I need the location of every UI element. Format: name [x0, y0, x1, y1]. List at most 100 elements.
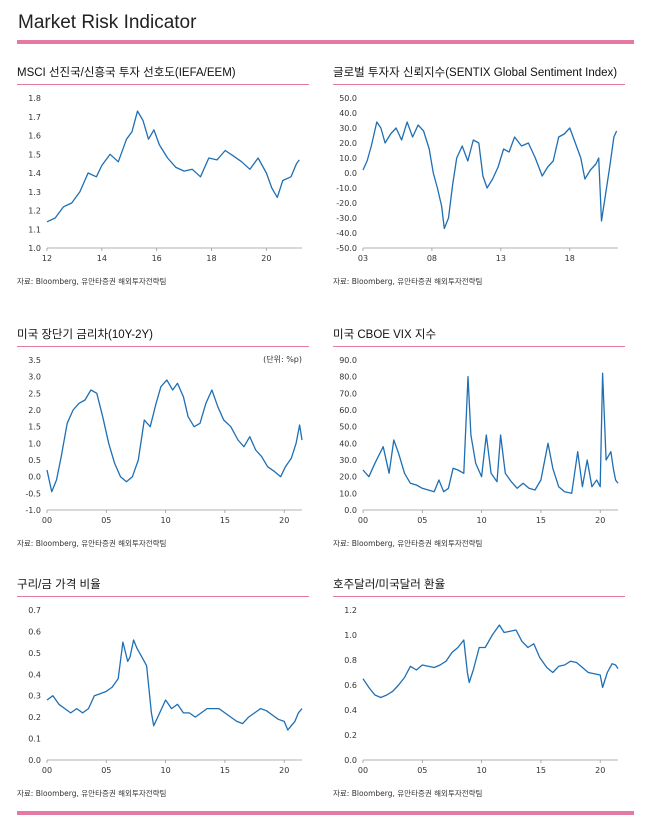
x-tick-label: 20	[595, 516, 605, 525]
y-tick-label: 50.0	[339, 423, 357, 432]
y-tick-label: 0.2	[344, 731, 357, 740]
x-tick-label: 10	[477, 516, 487, 525]
y-tick-label: 0.0	[344, 169, 357, 178]
y-tick-label: 0.4	[28, 670, 41, 679]
x-tick-label: 15	[220, 516, 230, 525]
panel-audusd: 호주달러/미국달러 환율 1.2 1.0 0.8 0.6 0.4 0.2 0.0 00 05 10…	[333, 576, 625, 816]
y-tick-label: 0.5	[28, 456, 41, 465]
y-tick-label: -20.0	[336, 199, 357, 208]
panel-title: 글로벌 투자자 신뢰지수(SENTIX Global Sentiment Ind…	[333, 67, 618, 79]
panel-vix: 미국 CBOE VIX 지수 90.0 80.0 70.0 60.0 50.0 40.0 3…	[333, 326, 625, 566]
x-tick-label: 05	[417, 766, 427, 775]
unit-label: (단위: %p)	[263, 354, 302, 364]
y-tick-label: 3.0	[28, 373, 41, 382]
x-tick-label: 18	[206, 254, 216, 263]
panel-title: 미국 장단기 금리차(10Y-2Y)	[17, 329, 153, 341]
y-tick-label: -40.0	[336, 229, 357, 238]
y-tick-label: -50.0	[336, 244, 357, 253]
y-tick-label: 1.4	[28, 169, 41, 178]
x-tick-label: 18	[565, 254, 575, 263]
x-tick-label: 00	[358, 516, 368, 525]
panel-title: MSCI 선진국/신흥국 투자 선호도(IEFA/EEM)	[17, 67, 236, 79]
y-tick-label: 0.8	[344, 656, 357, 665]
panel-title: 미국 CBOE VIX 지수	[333, 329, 437, 341]
x-tick-label: 13	[496, 254, 506, 263]
chart-yield-spread: 3.5 3.0 2.5 2.0 1.5 1.0 0.5 0.0 -0.5 -1.000 05 10 15…	[25, 354, 303, 525]
x-tick-label: 05	[417, 516, 427, 525]
y-tick-label: 1.2	[344, 606, 357, 615]
chart-iefa-eem: 1.0 1.1 1.2 1.3 1.4 1.5 1.6 1.7 1.8 12 14 16 18 20	[28, 94, 302, 263]
y-tick-label: 0.2	[28, 713, 41, 722]
x-tick-label: 20	[261, 254, 271, 263]
y-tick-label: 0.5	[28, 649, 41, 658]
series-line	[46, 639, 303, 731]
y-tick-label: 1.0	[28, 439, 41, 448]
source-note: 자료: Bloomberg, 유안타증권 해외투자전략팀	[333, 539, 483, 548]
panel-title-rule	[333, 84, 625, 85]
x-tick-label: 10	[161, 516, 171, 525]
y-tick-label: 2.0	[28, 406, 41, 415]
series-line	[46, 110, 300, 223]
series-line	[362, 372, 619, 494]
panel-title-rule	[333, 346, 625, 347]
y-tick-label: 1.8	[28, 94, 41, 103]
y-tick-label: 3.5	[28, 356, 41, 365]
x-tick-label: 00	[42, 516, 52, 525]
y-tick-label: 10.0	[339, 489, 357, 498]
source-note: 자료: Bloomberg, 유안타증권 해외투자전략팀	[17, 277, 167, 286]
series-line	[362, 624, 619, 699]
y-tick-label: 0.3	[28, 692, 41, 701]
panel-title: 호주달러/미국달러 환율	[333, 579, 446, 591]
y-tick-label: 1.2	[28, 207, 41, 216]
page-title: Market Risk Indicator	[18, 12, 197, 33]
y-tick-label: 1.0	[344, 631, 357, 640]
y-tick-label: 1.6	[28, 132, 41, 141]
y-tick-label: 90.0	[339, 356, 357, 365]
y-tick-label: 30.0	[339, 124, 357, 133]
x-tick-label: 05	[101, 516, 111, 525]
y-tick-label: 30.0	[339, 456, 357, 465]
x-tick-label: 20	[595, 766, 605, 775]
panel-title-rule	[333, 596, 625, 597]
x-tick-label: 20	[279, 516, 289, 525]
y-tick-label: 0.0	[344, 756, 357, 765]
y-tick-label: 10.0	[339, 154, 357, 163]
source-note: 자료: Bloomberg, 유안타증권 해외투자전략팀	[17, 789, 167, 798]
y-tick-label: 0.0	[28, 756, 41, 765]
y-tick-label: 0.6	[28, 627, 41, 636]
series-line	[46, 379, 303, 493]
y-tick-label: 1.5	[28, 423, 41, 432]
panel-title: 구리/금 가격 비율	[17, 579, 101, 591]
x-tick-label: 20	[279, 766, 289, 775]
y-tick-label: 0.0	[344, 506, 357, 515]
chart-audusd: 1.2 1.0 0.8 0.6 0.4 0.2 0.000 05 10 15 20	[344, 606, 619, 775]
x-tick-label: 16	[152, 254, 162, 263]
y-tick-label: -30.0	[336, 214, 357, 223]
source-note: 자료: Bloomberg, 유안타증권 해외투자전략팀	[17, 539, 167, 548]
panel-title-rule	[17, 596, 309, 597]
x-tick-label: 05	[101, 766, 111, 775]
y-tick-label: 70.0	[339, 389, 357, 398]
x-tick-label: 03	[358, 254, 368, 263]
x-tick-label: 14	[97, 254, 107, 263]
panel-sentix: 글로벌 투자자 신뢰지수(SENTIX Global Sentiment Ind…	[333, 64, 625, 304]
panel-iefa-eem: MSCI 선진국/신흥국 투자 선호도(IEFA/EEM) 1.0 1.1 1.2 1…	[17, 64, 309, 304]
y-tick-label: -1.0	[25, 506, 41, 515]
y-tick-label: 0.4	[344, 706, 357, 715]
header-rule	[17, 40, 634, 44]
x-tick-label: 00	[42, 766, 52, 775]
y-tick-label: -10.0	[336, 184, 357, 193]
y-tick-label: 2.5	[28, 389, 41, 398]
x-tick-label: 15	[536, 766, 546, 775]
y-tick-label: 40.0	[339, 439, 357, 448]
x-tick-label: 00	[358, 766, 368, 775]
x-tick-label: 15	[536, 516, 546, 525]
series-line	[362, 121, 618, 230]
x-tick-label: 08	[427, 254, 437, 263]
y-tick-label: 40.0	[339, 109, 357, 118]
x-tick-label: 12	[42, 254, 52, 263]
y-tick-label: -0.5	[25, 489, 41, 498]
panel-title-rule	[17, 346, 309, 347]
y-tick-label: 1.0	[28, 244, 41, 253]
y-tick-label: 0.7	[28, 606, 41, 615]
